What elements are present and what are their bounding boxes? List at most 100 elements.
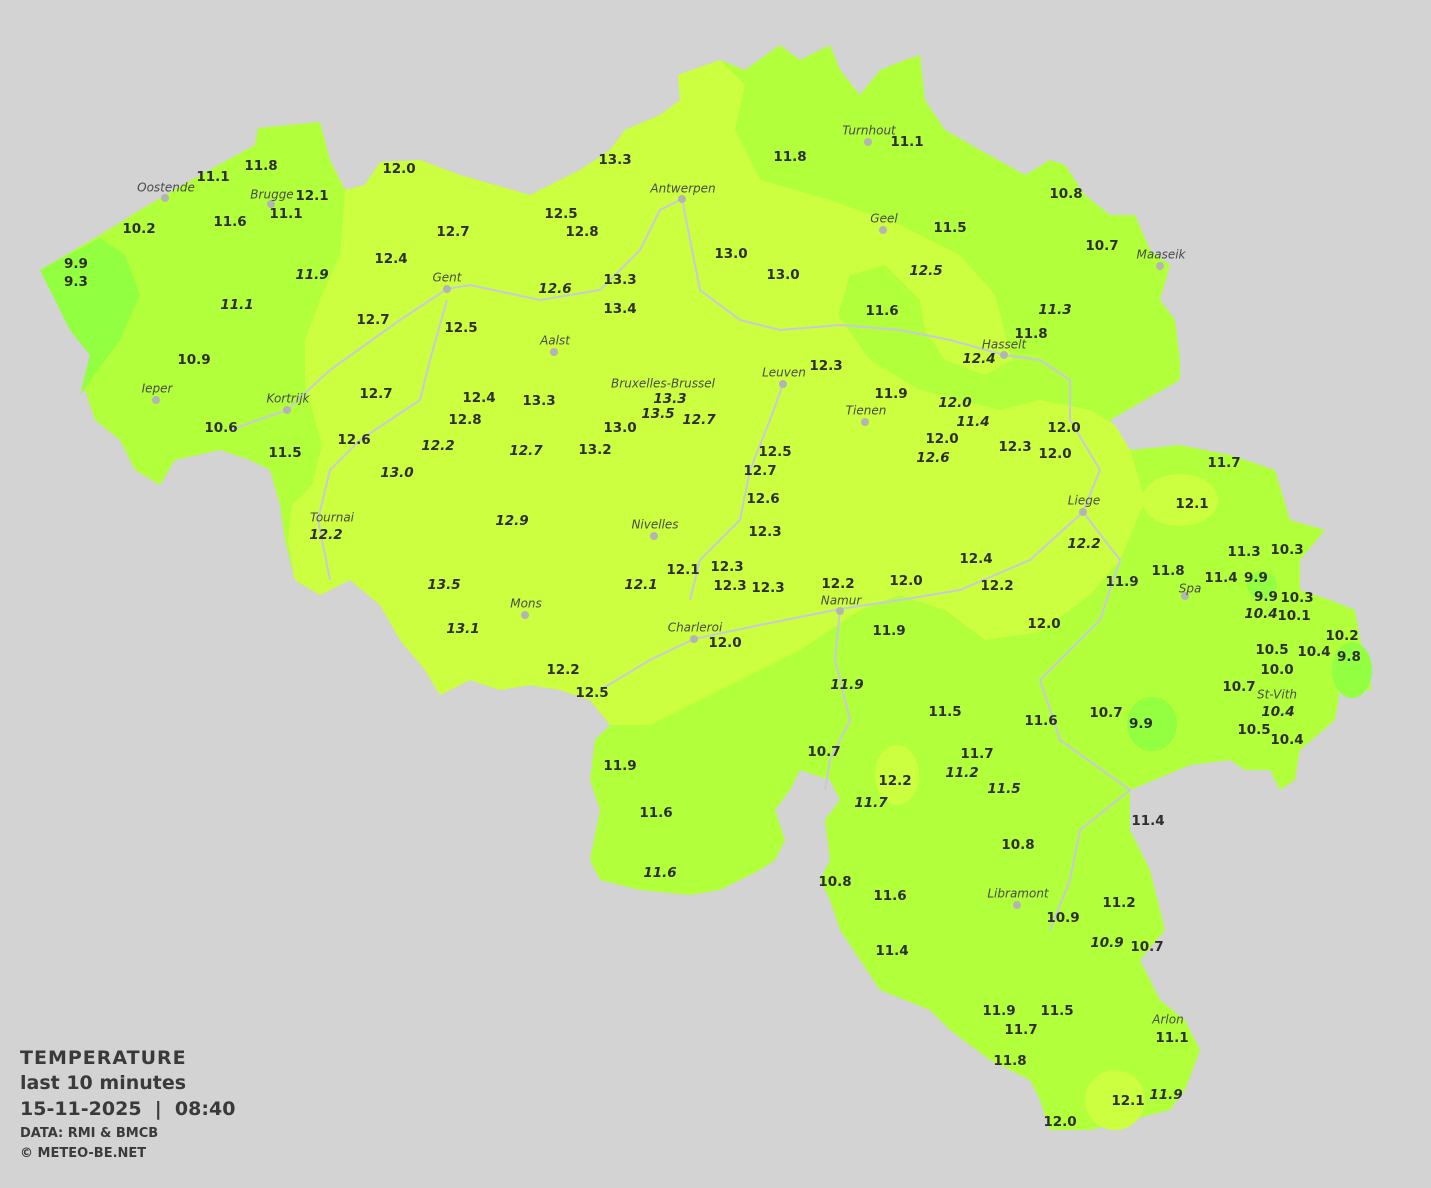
- station-temperature: 12.3: [710, 559, 744, 575]
- city-marker: [550, 348, 558, 356]
- city-marker: [650, 532, 658, 540]
- station-temperature: 11.9: [1149, 1087, 1183, 1103]
- station-temperature: 12.3: [809, 358, 843, 374]
- station-temperature: 13.5: [427, 577, 461, 593]
- station-temperature: 11.8: [773, 149, 807, 165]
- station-temperature: 12.3: [748, 524, 782, 540]
- station-temperature: 11.5: [268, 445, 302, 461]
- station-temperature: 10.7: [1130, 939, 1164, 955]
- station-temperature: 12.2: [821, 576, 855, 592]
- zone-12-14-spot: [875, 745, 919, 805]
- station-temperature: 10.8: [1001, 837, 1035, 853]
- station-temperature: 12.0: [1027, 616, 1061, 632]
- river-scheldt-upper: [316, 299, 448, 581]
- station-temperature: 10.7: [807, 744, 841, 760]
- station-temperature: 10.9: [177, 352, 211, 368]
- zone-below-10-coast: [40, 238, 140, 395]
- station-temperature: 11.2: [945, 765, 979, 781]
- station-temperature: 11.9: [872, 623, 906, 639]
- zone-below-10-spot: [1247, 571, 1277, 599]
- station-temperature: 11.6: [873, 888, 907, 904]
- zone-below-10-spot: [1332, 642, 1372, 698]
- city-label: Nivelles: [631, 517, 679, 532]
- station-temperature: 11.6: [865, 303, 899, 319]
- station-temperature: 12.7: [509, 443, 543, 459]
- station-temperature: 10.0: [1260, 662, 1294, 678]
- city-label: Hasselt: [981, 337, 1027, 352]
- city-marker: [879, 226, 887, 234]
- station-temperature: 11.1: [196, 169, 230, 185]
- station-temperature: 9.9: [64, 256, 88, 272]
- station-temperature: 12.0: [708, 635, 742, 651]
- station-temperature: 10.7: [1089, 705, 1123, 721]
- station-temperature: 10.1: [1277, 608, 1311, 624]
- station-temperature: 12.7: [436, 224, 470, 240]
- station-temperature: 12.4: [462, 390, 496, 406]
- station-temperature: 11.6: [1024, 713, 1058, 729]
- legend-period: last 10 minutes: [20, 1072, 187, 1094]
- station-temperature: 13.0: [603, 420, 637, 436]
- station-temperature: 12.2: [878, 773, 912, 789]
- legend-title: TEMPERATURE: [20, 1047, 187, 1069]
- station-temperature: 13.3: [522, 393, 556, 409]
- station-temperature: 10.4: [1261, 704, 1295, 720]
- city-label: Antwerpen: [650, 181, 716, 196]
- city-label: Turnhout: [842, 123, 896, 138]
- city-marker: [161, 194, 169, 202]
- city-label: Maaseik: [1136, 247, 1186, 262]
- station-temperature: 11.6: [643, 865, 677, 881]
- legend-source: DATA: RMI & BMCB: [20, 1126, 159, 1141]
- river-maas-south: [824, 608, 852, 791]
- station-temperature: 10.8: [1049, 186, 1083, 202]
- station-temperature: 12.2: [1067, 536, 1101, 552]
- station-temperature: 13.2: [578, 442, 612, 458]
- city-marker: [678, 195, 686, 203]
- station-temperature: 11.5: [933, 220, 967, 236]
- city-label: Geel: [870, 211, 898, 226]
- city-label: Kortrijk: [266, 391, 310, 406]
- city-marker: [283, 406, 291, 414]
- station-temperature: 13.0: [380, 465, 414, 481]
- station-temperature: 10.7: [1085, 238, 1119, 254]
- station-temperature: 12.5: [544, 206, 578, 222]
- station-temperature: 12.0: [1043, 1114, 1077, 1130]
- city-marker: [1000, 351, 1008, 359]
- station-temperature: 11.5: [928, 704, 962, 720]
- city-marker: [1156, 262, 1164, 270]
- city-marker: [864, 138, 872, 146]
- station-temperature: 11.4: [1131, 813, 1165, 829]
- station-temperature: 10.4: [1297, 644, 1331, 660]
- zone-12-14: [288, 60, 1145, 725]
- station-temperature: 12.2: [980, 578, 1014, 594]
- station-temperature: 10.9: [1046, 910, 1080, 926]
- city-label: Tournai: [309, 510, 355, 525]
- station-temperature: 10.4: [1270, 732, 1304, 748]
- city-label: Libramont: [987, 886, 1049, 901]
- station-temperature: 11.9: [874, 386, 908, 402]
- city-label: Oostende: [137, 180, 195, 195]
- station-temperature: 12.1: [1111, 1093, 1145, 1109]
- station-temperature: 11.9: [1105, 574, 1139, 590]
- station-temperature: 13.0: [714, 246, 748, 262]
- station-temperature: 12.0: [889, 573, 923, 589]
- station-temperature: 10.2: [122, 221, 156, 237]
- station-temperature: 11.1: [220, 297, 254, 313]
- station-temperature: 12.6: [746, 491, 780, 507]
- station-temperature: 13.3: [603, 272, 637, 288]
- station-temperature: 11.4: [875, 943, 909, 959]
- station-temperature: 12.5: [444, 320, 478, 336]
- zone-12-14-spot: [1085, 1070, 1145, 1130]
- station-temperature: 12.5: [909, 263, 943, 279]
- station-temperature: 11.3: [1227, 544, 1261, 560]
- station-temperature: 10.7: [1222, 679, 1256, 695]
- river-dijle: [689, 383, 784, 601]
- city-marker: [267, 200, 275, 208]
- city-marker: [779, 380, 787, 388]
- station-temperature: 9.9: [1244, 570, 1268, 586]
- station-temperature: 11.7: [960, 746, 994, 762]
- station-temperature: 11.4: [1204, 570, 1238, 586]
- station-temperature: 11.7: [1207, 455, 1241, 471]
- station-temperature: 13.0: [766, 267, 800, 283]
- station-temperature: 12.7: [359, 386, 393, 402]
